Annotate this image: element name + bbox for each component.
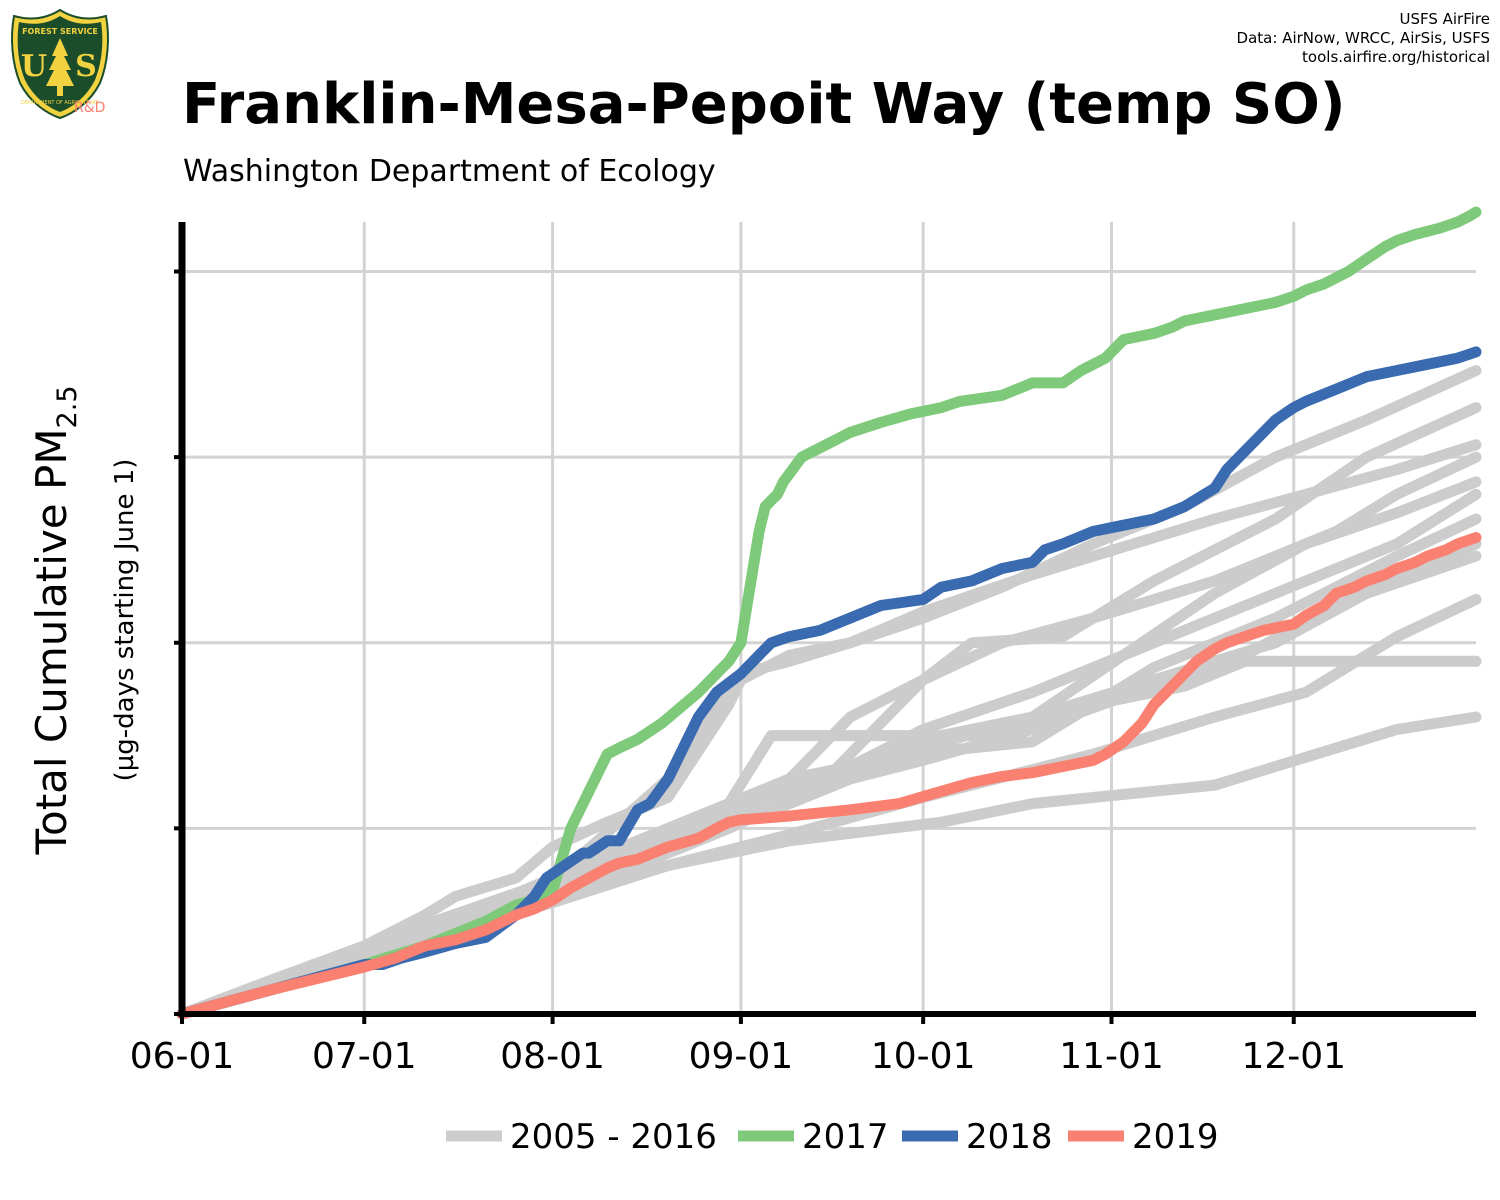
legend: 2005 - 2016 2017 2018 2019 [446,1117,1219,1157]
legend-label: 2019 [1132,1117,1219,1157]
y-axis-subtitle: (µg-days starting June 1) [110,459,140,782]
legend-label: 2018 [966,1117,1053,1157]
x-tick-label: 06-01 [130,1036,235,1077]
legend-label: 2005 - 2016 [510,1117,717,1157]
page-title: Franklin-Mesa-Pepoit Way (temp SO) [182,72,1346,137]
svg-text:FOREST SERVICE: FOREST SERVICE [22,27,98,36]
y-axis-title: Total Cumulative PM2.5 [27,385,83,855]
series-line-2019 [176,532,1482,1020]
historical-series-line [176,365,1482,1020]
historical-series-line [176,439,1482,1020]
x-tick-label: 10-01 [871,1036,976,1077]
svg-text:U: U [21,49,47,84]
legend-label: 2017 [802,1117,889,1157]
historical-series-line [176,476,1482,1020]
svg-text:DEPARTMENT OF AGRICULTURE: DEPARTMENT OF AGRICULTURE [21,100,99,106]
page-subtitle: Washington Department of Ecology [183,154,716,189]
credits: USFS AirFire Data: AirNow, WRCC, AirSis,… [1237,10,1490,67]
credit-data: Data: AirNow, WRCC, AirSis, USFS [1236,29,1490,47]
x-tick-label: 07-01 [312,1036,417,1077]
series-line-2018 [176,346,1482,1020]
x-tick-labels: 06-01 07-01 08-01 09-01 10-01 11-01 12-01 [130,1036,1346,1077]
x-tick-label: 12-01 [1241,1036,1346,1077]
highlight-lines [176,206,1482,1020]
y-axis-label: Total Cumulative PM2.5 (µg-days starting… [27,385,140,855]
usfs-logo: FOREST SERVICE U S DEPARTMENT OF AGRICUL… [8,8,112,120]
credit-org: USFS AirFire [1399,10,1490,28]
historical-lines [176,365,1482,1020]
series-line-2017 [176,206,1482,1020]
rd-label: R&D [74,100,106,116]
x-tick-label: 11-01 [1059,1036,1164,1077]
x-tick-label: 08-01 [500,1036,605,1077]
axes [174,222,1476,1024]
usfs-shield-icon: FOREST SERVICE U S DEPARTMENT OF AGRICUL… [11,8,109,120]
x-tick-label: 09-01 [689,1036,794,1077]
svg-text:S: S [75,49,97,84]
credit-url: tools.airfire.org/historical [1302,48,1490,66]
